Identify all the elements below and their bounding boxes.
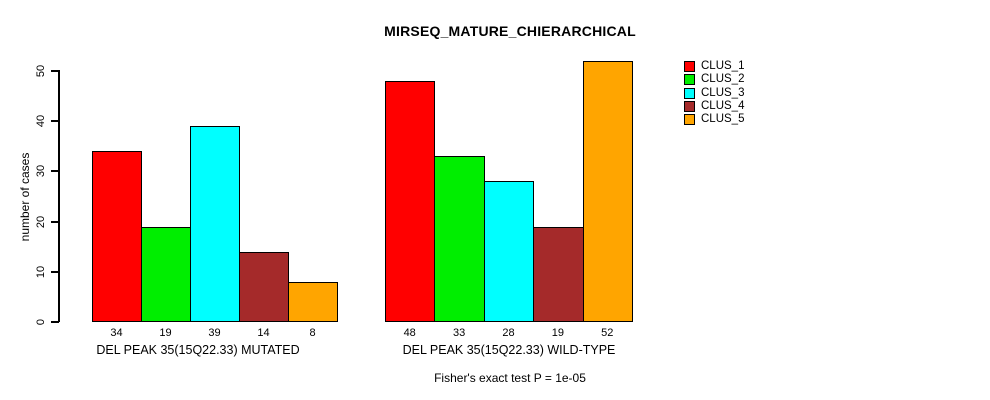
chart-title: MIRSEQ_MATURE_CHIERARCHICAL: [384, 23, 636, 39]
y-tick-mark: [51, 321, 59, 323]
legend-swatch: [684, 114, 695, 126]
legend: CLUS_1 CLUS_2 CLUS_3 CLUS_4 CLUS_5: [684, 60, 745, 126]
bar-clus_4-group2: [533, 226, 584, 322]
bar-clus_1-group1: [92, 151, 142, 322]
legend-row: CLUS_2: [684, 73, 745, 86]
bar-clus_2-group1: [141, 226, 191, 322]
y-tick-label: 40: [35, 115, 47, 128]
legend-row: CLUS_1: [684, 60, 745, 73]
y-tick-mark: [51, 170, 59, 173]
y-tick-label: 20: [35, 215, 47, 228]
legend-label: CLUS_1: [701, 60, 745, 73]
legend-swatch: [684, 61, 695, 73]
y-tick-label: 30: [35, 165, 47, 178]
bar-value-label: 33: [452, 327, 466, 339]
y-axis-line: [58, 70, 60, 322]
bar-clus_5-group2: [582, 60, 633, 322]
y-tick-label: 50: [35, 64, 47, 78]
y-tick-label: 10: [35, 265, 47, 278]
y-tick-mark: [51, 120, 59, 123]
y-tick-mark: [51, 270, 59, 273]
bar-value-label: 14: [257, 327, 270, 339]
bar-value-label: 34: [110, 327, 123, 339]
bar-clus_3-group1: [190, 126, 240, 322]
group-label-wildtype: DEL PEAK 35(15Q22.33) WILD-TYPE: [402, 343, 616, 357]
bar-value-label: 19: [159, 327, 172, 339]
bar-clus_3-group2: [483, 181, 535, 322]
bar-clus_2-group2: [434, 156, 485, 322]
legend-swatch: [684, 101, 695, 113]
bar-clus_5-group1: [288, 281, 338, 322]
fisher-test-annotation: Fisher's exact test P = 1e-05: [434, 371, 586, 385]
legend-label: CLUS_2: [701, 73, 745, 86]
bar-clus_4-group1: [239, 251, 289, 322]
legend-row: CLUS_4: [684, 100, 745, 113]
group-label-mutated: DEL PEAK 35(15Q22.33) MUTATED: [96, 343, 300, 357]
legend-swatch: [684, 74, 695, 86]
bar-value-label: 8: [309, 327, 316, 339]
y-tick-label: 0: [35, 318, 47, 326]
bar-value-label: 28: [502, 327, 515, 339]
legend-label: CLUS_4: [701, 100, 745, 113]
bar-clus_1-group2: [385, 81, 436, 322]
bar-value-label: 39: [208, 327, 221, 339]
bar-value-label: 48: [403, 327, 416, 339]
y-axis-label: number of cases: [18, 152, 32, 242]
y-tick-mark: [51, 220, 59, 223]
legend-label: CLUS_3: [701, 86, 745, 99]
legend-row: CLUS_5: [684, 113, 745, 126]
legend-row: CLUS_3: [684, 86, 745, 99]
y-tick-mark: [51, 70, 59, 72]
legend-swatch: [684, 87, 695, 99]
bar-value-label: 19: [551, 327, 565, 339]
bar-value-label: 52: [601, 327, 614, 339]
legend-label: CLUS_5: [701, 113, 745, 126]
